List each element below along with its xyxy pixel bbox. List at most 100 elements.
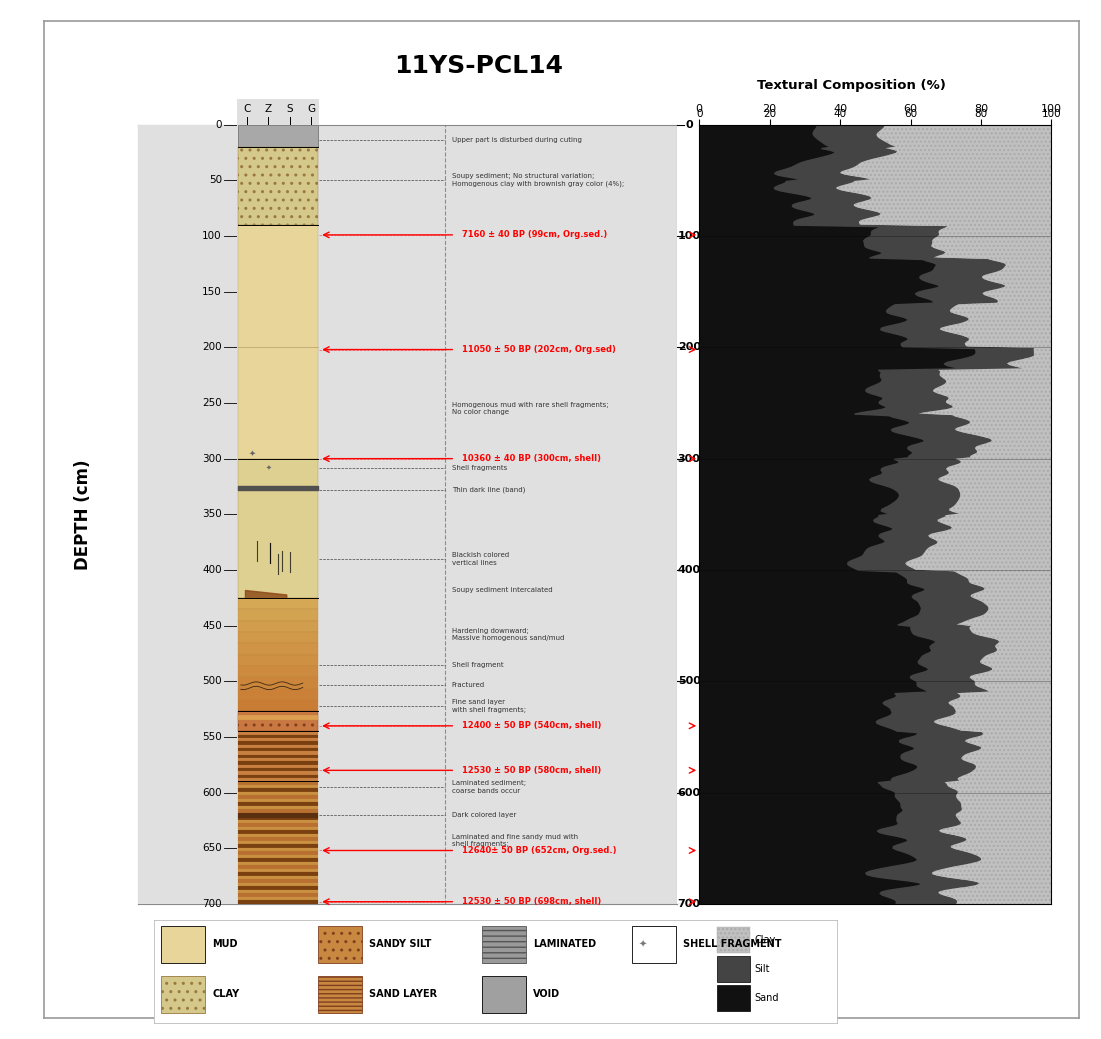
Bar [238, 745, 317, 748]
Bar [238, 146, 317, 224]
Bar [238, 855, 317, 858]
Text: Fine sand layer
with shell fragments;: Fine sand layer with shell fragments; [451, 699, 526, 713]
Bar [238, 758, 317, 762]
Bar [238, 865, 317, 869]
Text: 500: 500 [678, 676, 700, 687]
Bar [238, 820, 317, 824]
Text: 400: 400 [677, 565, 701, 575]
Text: VOID: VOID [533, 989, 560, 1000]
Bar [161, 976, 205, 1013]
Bar [238, 879, 317, 883]
Bar [238, 789, 317, 792]
Bar [238, 858, 317, 862]
Text: 400: 400 [203, 565, 221, 575]
Text: 0: 0 [686, 119, 693, 130]
Bar [238, 901, 317, 904]
Bar [238, 894, 317, 897]
Bar [238, 841, 317, 845]
Text: 50: 50 [209, 176, 221, 185]
Bar [238, 689, 317, 700]
Bar [238, 775, 317, 778]
Text: Silt: Silt [755, 964, 771, 975]
Text: 100: 100 [203, 231, 221, 241]
Bar [161, 926, 205, 963]
Bar [238, 738, 317, 742]
Bar [238, 677, 317, 689]
Text: LAMINATED: LAMINATED [533, 939, 596, 950]
Bar [238, 735, 317, 738]
Text: Z: Z [264, 104, 272, 114]
Text: G: G [307, 104, 315, 114]
Bar [238, 609, 317, 620]
Text: 100: 100 [1042, 109, 1061, 119]
Bar [717, 985, 750, 1011]
Text: ✦: ✦ [639, 939, 646, 950]
Bar [238, 830, 317, 834]
Bar [482, 976, 526, 1013]
Text: 11YS-PCL14: 11YS-PCL14 [394, 54, 564, 78]
Bar [632, 926, 676, 963]
Text: CLAY: CLAY [212, 989, 239, 1000]
Text: 7160 ± 40 BP (99cm, Org.sed.): 7160 ± 40 BP (99cm, Org.sed.) [462, 231, 608, 239]
Text: 60: 60 [904, 109, 917, 119]
Bar [238, 812, 317, 819]
Text: SHELL FRAGMENT: SHELL FRAGMENT [683, 939, 782, 950]
Bar [238, 799, 317, 802]
Text: Shell fragment: Shell fragment [451, 662, 503, 668]
Bar [717, 956, 750, 982]
Text: S: S [286, 104, 293, 114]
Text: 700: 700 [678, 899, 700, 909]
Bar [238, 869, 317, 873]
Bar [238, 224, 317, 458]
Text: Shell fragments: Shell fragments [451, 464, 506, 471]
Text: 12640± 50 BP (652cm, Org.sed.): 12640± 50 BP (652cm, Org.sed.) [462, 846, 617, 855]
Bar [238, 781, 317, 785]
Bar [238, 897, 317, 901]
Bar [238, 827, 317, 830]
Bar [238, 125, 317, 146]
Bar [238, 812, 317, 817]
Bar [238, 768, 317, 772]
Text: Soupy sediment intercalated: Soupy sediment intercalated [451, 587, 553, 593]
Text: Upper part is disturbed during cuting: Upper part is disturbed during cuting [451, 137, 581, 143]
Text: 300: 300 [203, 454, 221, 463]
Bar [238, 883, 317, 886]
Text: 0: 0 [696, 109, 702, 119]
Text: ✦: ✦ [265, 464, 272, 471]
Text: Thin dark line (band): Thin dark line (band) [451, 486, 525, 494]
Bar [238, 754, 317, 758]
Text: Homogenous mud with rare shell fragments;
No color change: Homogenous mud with rare shell fragments… [451, 402, 609, 416]
Text: Blackish colored
vertical lines: Blackish colored vertical lines [451, 552, 509, 565]
Bar [238, 792, 317, 796]
Text: 250: 250 [203, 398, 221, 408]
Text: 0: 0 [216, 119, 221, 130]
Bar [238, 848, 317, 851]
Text: SANDY SILT: SANDY SILT [369, 939, 432, 950]
Bar [238, 824, 317, 827]
Text: 10360 ± 40 BP (300cm, shell): 10360 ± 40 BP (300cm, shell) [462, 454, 601, 463]
Text: 450: 450 [203, 620, 221, 631]
Bar [238, 751, 317, 754]
Bar [238, 806, 317, 809]
Text: SAND LAYER: SAND LAYER [369, 989, 437, 1000]
Text: 550: 550 [203, 731, 221, 742]
Text: C: C [243, 104, 250, 114]
Text: 100: 100 [678, 231, 700, 241]
Text: 500: 500 [203, 676, 221, 687]
Bar [238, 890, 317, 894]
Text: Soupy sediment; No structural variation;
Homogenous clay with brownish gray colo: Soupy sediment; No structural variation;… [451, 174, 624, 187]
Bar [238, 837, 317, 841]
Text: 20: 20 [763, 109, 776, 119]
Bar [238, 731, 317, 735]
Bar [238, 796, 317, 799]
Text: 12400 ± 50 BP (540cm, shell): 12400 ± 50 BP (540cm, shell) [462, 721, 602, 730]
Bar [318, 976, 362, 1013]
Text: 350: 350 [203, 509, 221, 520]
Text: 300: 300 [678, 454, 700, 463]
Bar [238, 873, 317, 876]
Text: 150: 150 [203, 287, 221, 297]
Bar [238, 715, 317, 720]
Text: ✦: ✦ [249, 449, 257, 457]
Text: Dark colored layer: Dark colored layer [451, 811, 516, 818]
Text: 11050 ± 50 BP (202cm, Org.sed): 11050 ± 50 BP (202cm, Org.sed) [462, 345, 617, 354]
